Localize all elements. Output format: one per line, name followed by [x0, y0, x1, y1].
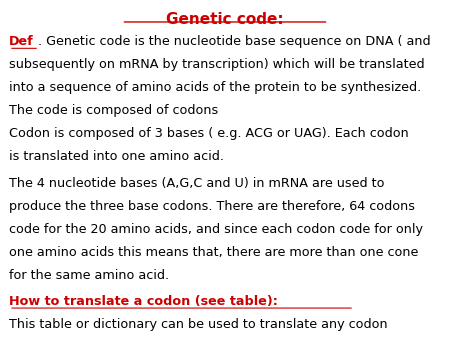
Text: The code is composed of codons: The code is composed of codons: [9, 104, 218, 117]
Text: Genetic code:: Genetic code:: [166, 12, 284, 27]
Text: subsequently on mRNA by transcription) which will be translated: subsequently on mRNA by transcription) w…: [9, 58, 425, 71]
Text: Def: Def: [9, 35, 34, 48]
Text: one amino acids this means that, there are more than one cone: one amino acids this means that, there a…: [9, 246, 418, 259]
Text: into a sequence of amino acids of the protein to be synthesized.: into a sequence of amino acids of the pr…: [9, 81, 421, 94]
Text: This table or dictionary can be used to translate any codon: This table or dictionary can be used to …: [9, 318, 387, 331]
Text: code for the 20 amino acids, and since each codon code for only: code for the 20 amino acids, and since e…: [9, 223, 423, 236]
Text: The 4 nucleotide bases (A,G,C and U) in mRNA are used to: The 4 nucleotide bases (A,G,C and U) in …: [9, 177, 384, 190]
Text: is translated into one amino acid.: is translated into one amino acid.: [9, 150, 224, 163]
Text: produce the three base codons. There are therefore, 64 codons: produce the three base codons. There are…: [9, 200, 415, 213]
Text: for the same amino acid.: for the same amino acid.: [9, 269, 169, 282]
Text: . Genetic code is the nucleotide base sequence on DNA ( and: . Genetic code is the nucleotide base se…: [38, 35, 431, 48]
Text: Codon is composed of 3 bases ( e.g. ACG or UAG). Each codon: Codon is composed of 3 bases ( e.g. ACG …: [9, 127, 409, 140]
Text: How to translate a codon (see table):: How to translate a codon (see table):: [9, 295, 278, 308]
